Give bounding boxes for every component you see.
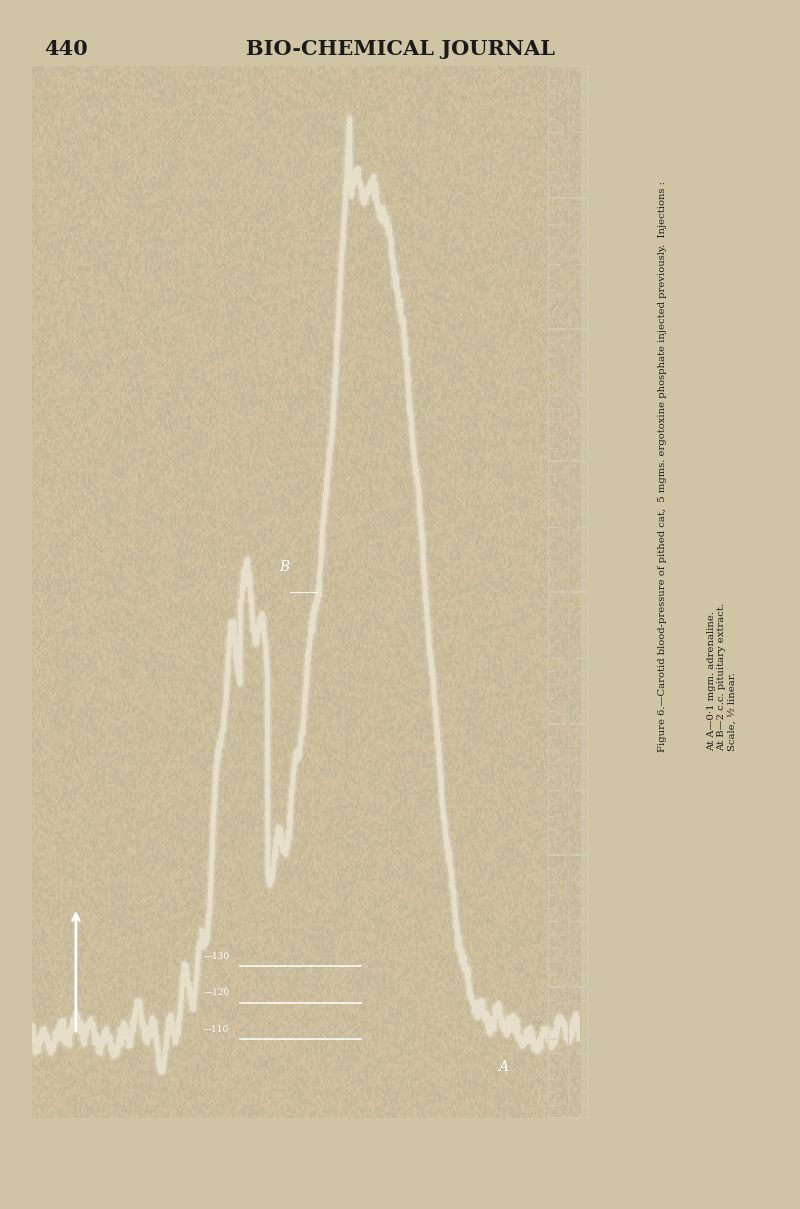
Text: BIO-CHEMICAL JOURNAL: BIO-CHEMICAL JOURNAL <box>246 39 554 59</box>
Text: At A—0·1 mgm. adrenaline.
At B—2 c.c. pituitary extract.
Scale, ½ linear.: At A—0·1 mgm. adrenaline. At B—2 c.c. pi… <box>707 602 737 751</box>
Text: Figure 6.—Carotid blood-pressure of pithed cat,  5 mgms. ergotoxine phosphate in: Figure 6.—Carotid blood-pressure of pith… <box>658 180 666 752</box>
Text: A: A <box>498 1060 508 1074</box>
Text: —110: —110 <box>203 1025 230 1034</box>
Text: —120: —120 <box>203 989 230 997</box>
Text: B: B <box>279 561 290 574</box>
Text: 10 secs.: 10 secs. <box>547 1140 589 1149</box>
Text: 440: 440 <box>44 39 88 59</box>
Text: —130: —130 <box>203 951 230 960</box>
